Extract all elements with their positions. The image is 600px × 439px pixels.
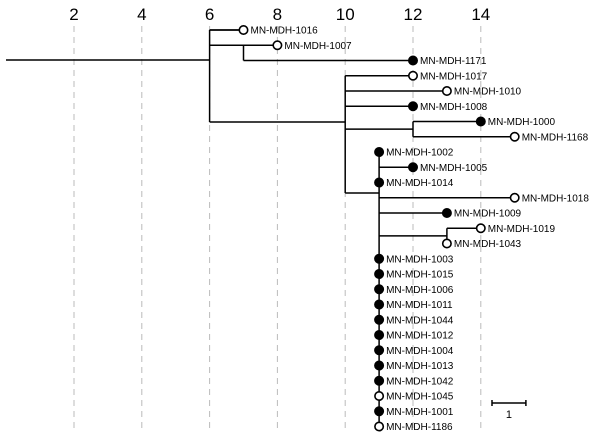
tip-label: MN-MDH-1018 [522, 193, 590, 204]
tip-marker-open [441, 238, 452, 249]
tick-label-4: 4 [137, 5, 146, 24]
tip-marker-filled [374, 360, 385, 371]
tick-label-2: 2 [69, 5, 78, 24]
tip-marker-filled [374, 177, 385, 188]
tip-label: MN-MDH-1005 [420, 163, 488, 174]
tip-label: MN-MDH-1017 [420, 71, 488, 82]
tick-label-12: 12 [404, 5, 423, 24]
tip-marker-open [374, 390, 385, 401]
tip-label: MN-MDH-1042 [386, 376, 454, 387]
tip-label: MN-MDH-1013 [386, 361, 454, 372]
tip-label: MN-MDH-1000 [488, 117, 556, 128]
tip-label: MN-MDH-1002 [386, 148, 454, 159]
tick-label-8: 8 [273, 5, 282, 24]
tip-label: MN-MDH-1011 [386, 300, 453, 311]
tip-marker-filled [374, 253, 385, 264]
tip-label: MN-MDH-1171 [420, 56, 487, 67]
tip-label: MN-MDH-1010 [454, 87, 522, 98]
scale-bar: 1 [491, 400, 527, 421]
tick-label-10: 10 [336, 5, 355, 24]
tip-marker-open [509, 192, 520, 203]
tip-marker-filled [374, 284, 385, 295]
tip-marker-filled [407, 162, 418, 173]
tip-marker-filled [407, 55, 418, 66]
tip-marker-filled [374, 345, 385, 356]
tip-marker-filled [374, 314, 385, 325]
tip-marker-filled [374, 299, 385, 310]
tip-marker-filled [441, 208, 452, 219]
tip-marker-filled [374, 268, 385, 279]
tip-label: MN-MDH-1006 [386, 285, 454, 296]
tip-marker-open [475, 223, 486, 234]
tick-label-6: 6 [205, 5, 214, 24]
scale-bar-label: 1 [506, 409, 512, 421]
tip-marker-open [238, 24, 249, 35]
tip-marker-filled [374, 375, 385, 386]
tip-marker-filled [374, 147, 385, 158]
tip-label: MN-MDH-1001 [386, 407, 454, 418]
tip-marker-filled [475, 116, 486, 127]
tip-label: MN-MDH-1186 [386, 422, 453, 433]
tree-tips: MN-MDH-1016 MN-MDH-1007 MN-MDH-1171 MN-MDH-… [238, 24, 590, 433]
tip-label: MN-MDH-1014 [386, 178, 454, 189]
tip-label: MN-MDH-1012 [386, 331, 454, 342]
tip-marker-open [272, 40, 283, 51]
tip-label: MN-MDH-1008 [420, 102, 488, 113]
tip-label: MN-MDH-1015 [386, 270, 454, 281]
tip-marker-filled [374, 406, 385, 417]
tip-label: MN-MDH-1045 [386, 392, 454, 403]
tip-label: MN-MDH-1003 [386, 254, 454, 265]
tip-marker-open [374, 421, 385, 432]
tip-label: MN-MDH-1004 [386, 346, 454, 357]
tip-label: MN-MDH-1009 [454, 209, 522, 220]
tick-label-14: 14 [471, 5, 490, 24]
tip-label: MN-MDH-1007 [284, 41, 352, 52]
tip-marker-open [407, 70, 418, 81]
tip-label: MN-MDH-1044 [386, 315, 454, 326]
tip-marker-filled [374, 329, 385, 340]
axis-tick-labels: 2 4 6 8 10 12 14 [69, 5, 490, 24]
tip-label: MN-MDH-1168 [522, 132, 589, 143]
tip-label: MN-MDH-1016 [251, 26, 319, 37]
tip-label: MN-MDH-1043 [454, 239, 522, 250]
tip-marker-open [509, 131, 520, 142]
tip-marker-open [441, 86, 452, 97]
tip-label: MN-MDH-1019 [488, 224, 556, 235]
tip-marker-filled [407, 101, 418, 112]
